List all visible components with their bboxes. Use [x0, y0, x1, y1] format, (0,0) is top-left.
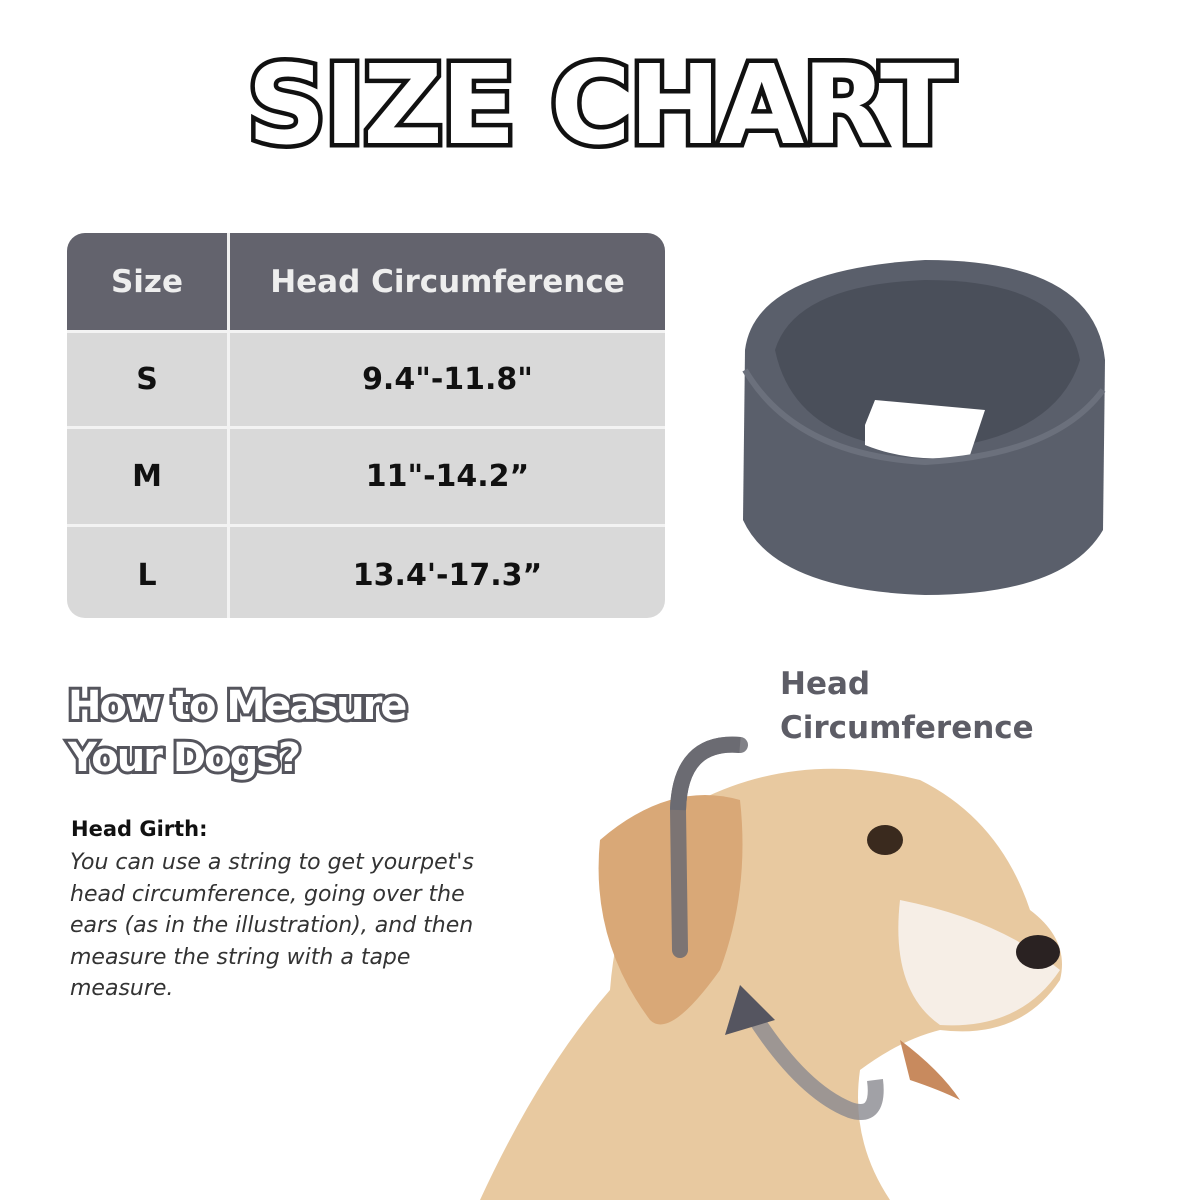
instruction-line: head circumference, going over the [70, 881, 465, 907]
size-cell: S [67, 333, 230, 426]
annotation-line: Circumference [780, 710, 1034, 746]
size-cell: L [67, 527, 230, 618]
range-cell: 13.4'-17.3” [352, 558, 543, 593]
instruction-line: measure the string with a tape [70, 944, 411, 970]
page-title: SIZE CHART [242, 37, 959, 174]
head-circumference-annotation: Head Circumference [780, 662, 1034, 750]
instruction-line: measure. [70, 976, 174, 1001]
table-row: M 11"-14.2” [67, 426, 665, 524]
headband-image [742, 260, 1106, 595]
header-head-circumference: Head Circumference [270, 263, 625, 300]
how-to-measure-heading: How to Measure Your Dogs? [65, 680, 410, 784]
measure-arrow-icon [669, 736, 884, 1120]
range-cell: 11"-14.2” [365, 459, 530, 494]
dog-photo [480, 768, 1062, 1200]
instructions-text: You can use a string to get yourpet's he… [70, 847, 474, 1005]
table-header-row: Size Head Circumference [67, 233, 665, 330]
instruction-line: You can use a string to get yourpet's [70, 850, 474, 875]
heading-line: How to Measure [65, 680, 410, 732]
size-cell: M [67, 429, 230, 524]
annotation-line: Head [780, 666, 871, 702]
size-table: Size Head Circumference S 9.4"-11.8" M 1… [67, 233, 665, 618]
heading-line: Your Dogs? [65, 732, 304, 784]
instruction-line: ears (as in the illustration), and then [70, 913, 474, 938]
range-cell: 9.4"-11.8" [362, 362, 533, 397]
head-girth-label: Head Girth: [71, 817, 208, 841]
table-row: S 9.4"-11.8" [67, 330, 665, 426]
header-size: Size [67, 233, 230, 330]
table-row: L 13.4'-17.3” [67, 524, 665, 618]
